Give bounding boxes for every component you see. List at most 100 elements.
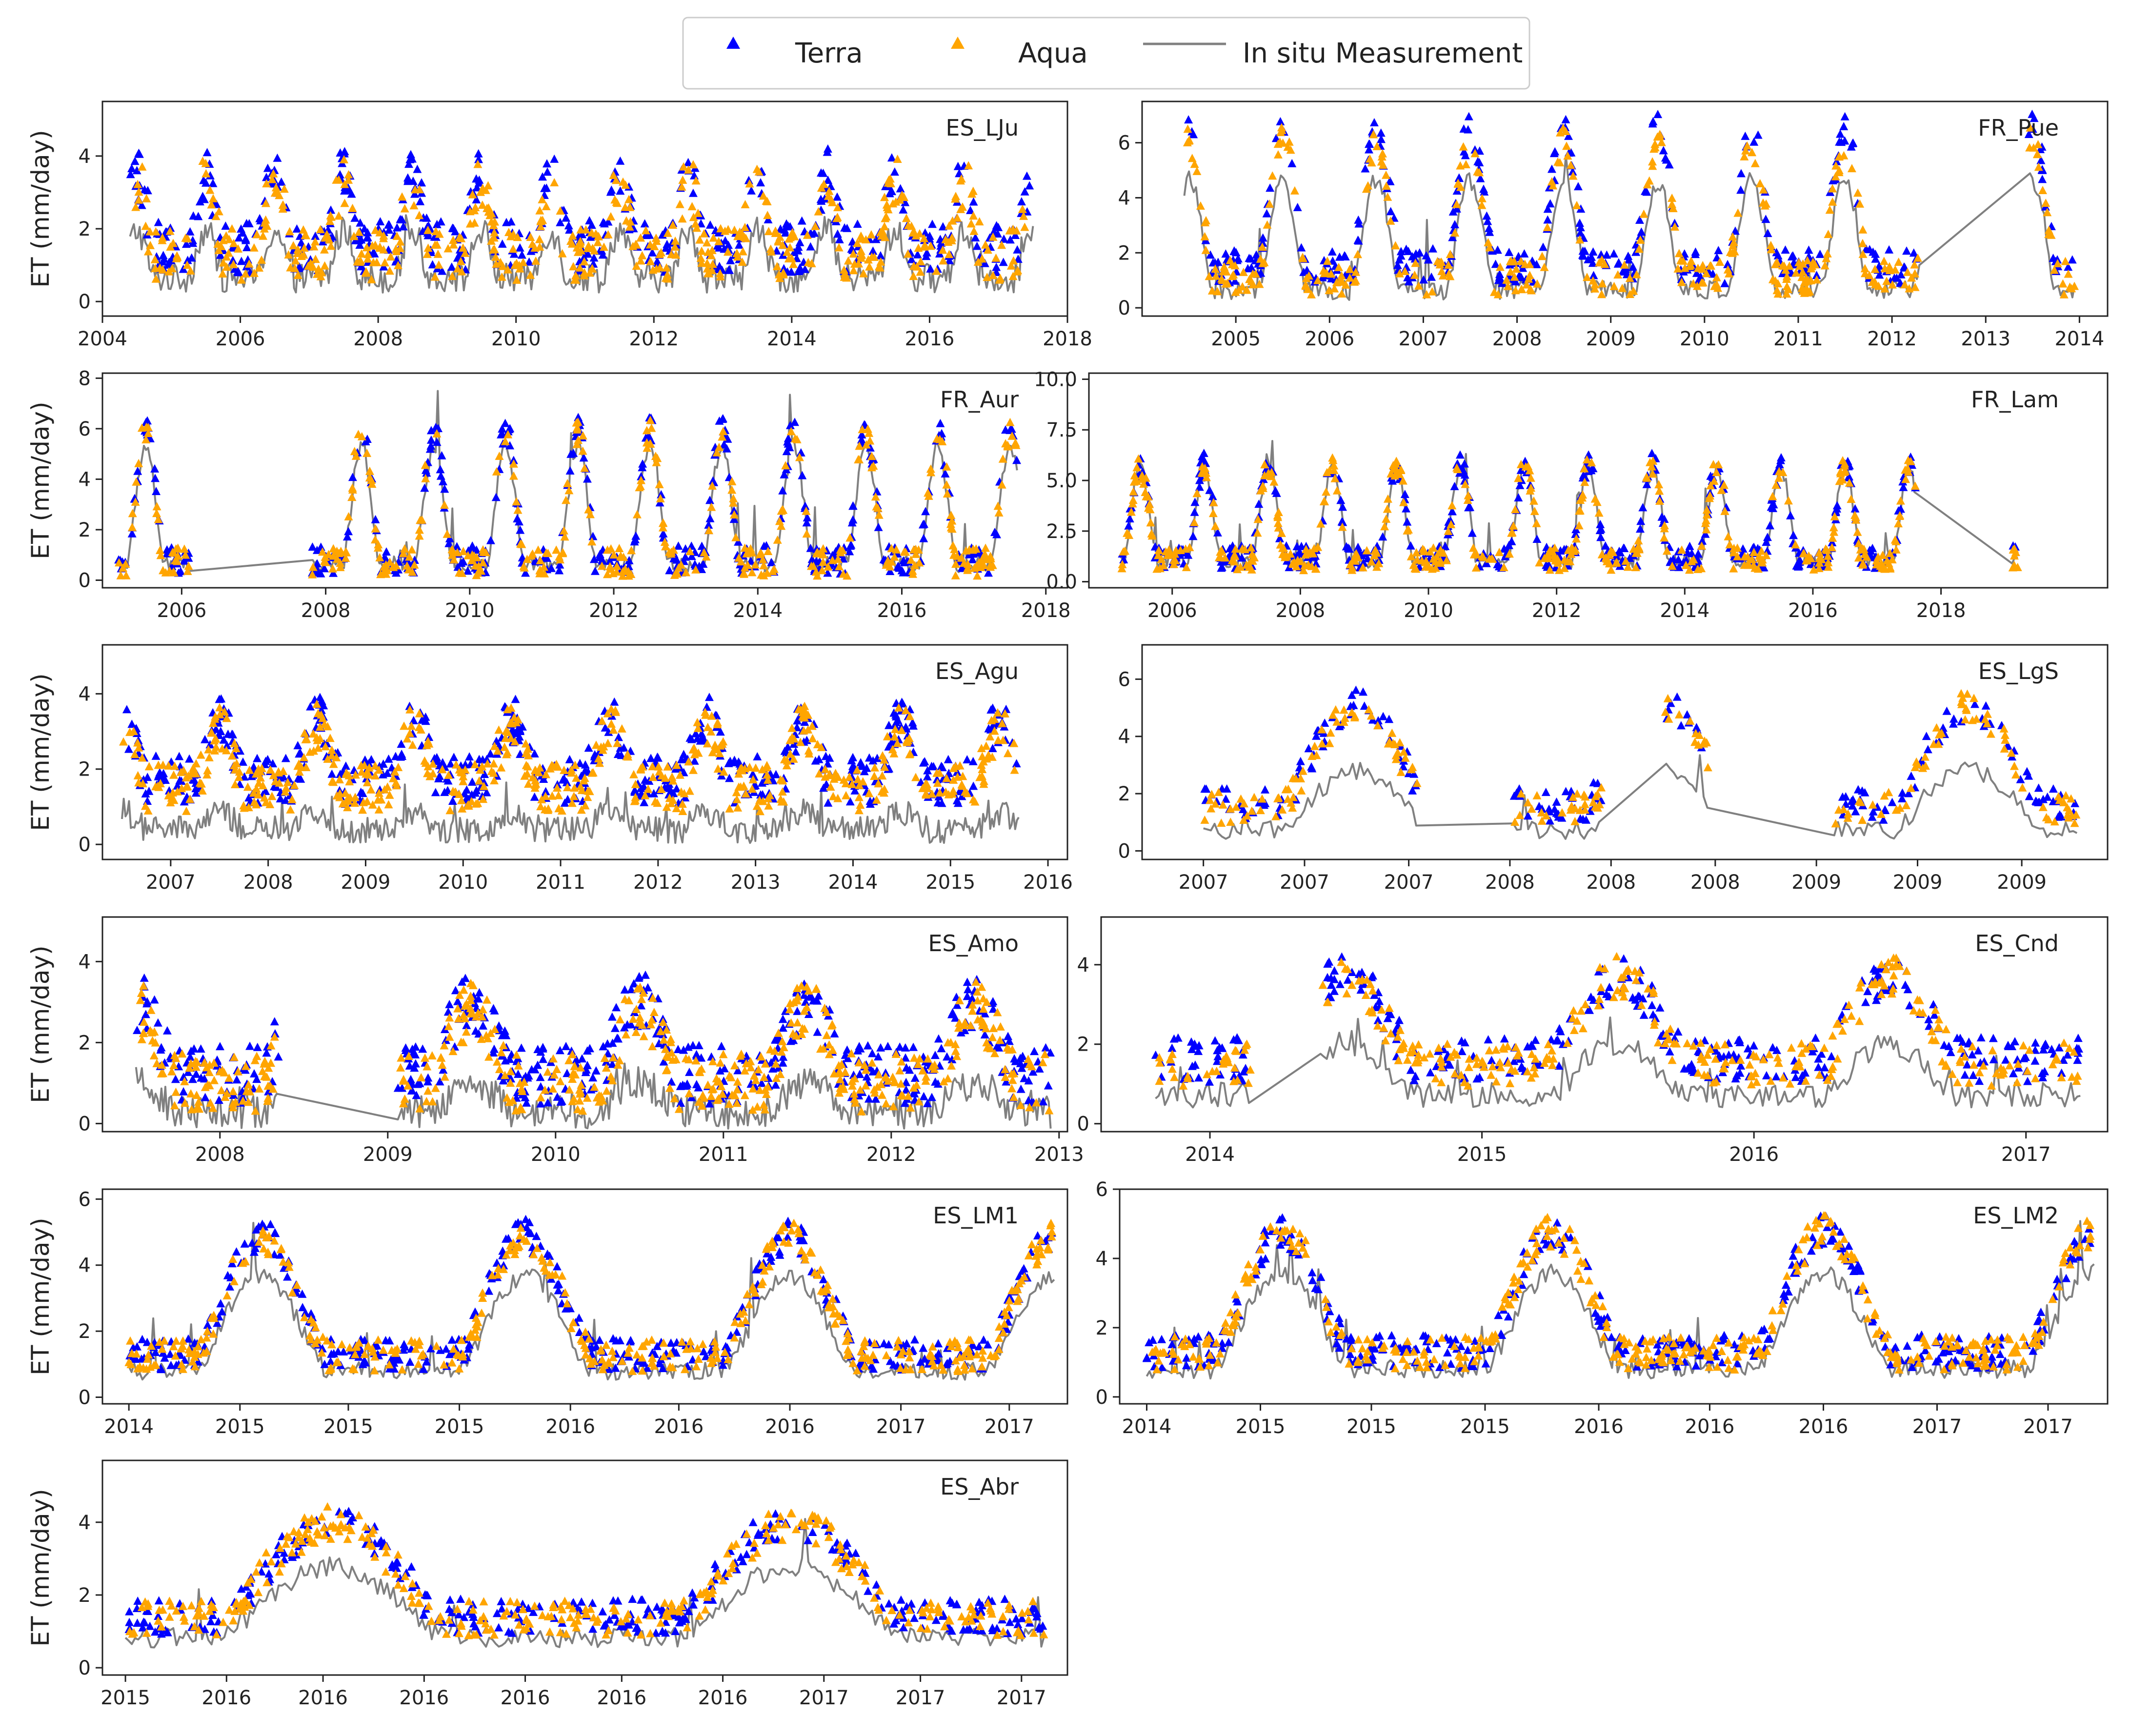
aqua-point bbox=[218, 269, 227, 278]
aqua-point bbox=[1594, 508, 1604, 517]
aqua-point bbox=[1750, 159, 1760, 167]
aqua-point bbox=[1547, 546, 1556, 555]
aqua-point bbox=[884, 205, 893, 214]
aqua-point bbox=[657, 248, 666, 257]
aqua-point bbox=[778, 240, 787, 249]
terra-point bbox=[516, 525, 525, 534]
aqua-point bbox=[671, 250, 681, 259]
aqua-point bbox=[244, 259, 254, 268]
terra-point bbox=[791, 747, 800, 756]
aqua-point bbox=[1358, 563, 1367, 572]
terra-point bbox=[511, 729, 520, 737]
aqua-point bbox=[719, 767, 728, 776]
terra-point bbox=[968, 757, 978, 765]
aqua-point bbox=[632, 261, 641, 270]
terra-point bbox=[944, 755, 953, 763]
aqua-point bbox=[920, 234, 929, 242]
terra-point bbox=[665, 566, 674, 575]
aqua-point bbox=[360, 760, 369, 769]
legend-aqua-marker bbox=[951, 37, 965, 49]
aqua-point bbox=[1274, 523, 1283, 532]
terra-point bbox=[382, 768, 392, 777]
terra-point bbox=[1539, 242, 1548, 251]
aqua-point bbox=[1211, 271, 1221, 280]
x-tick-label: 2010 bbox=[491, 328, 541, 350]
aqua-point bbox=[138, 162, 147, 171]
aqua-point bbox=[696, 253, 705, 262]
aqua-point bbox=[1880, 791, 1889, 800]
terra-point bbox=[237, 257, 246, 265]
aqua-point bbox=[351, 770, 360, 779]
terra-point bbox=[871, 235, 881, 243]
aqua-point bbox=[371, 761, 380, 770]
terra-point bbox=[1453, 459, 1462, 468]
aqua-point bbox=[1613, 270, 1623, 279]
aqua-point bbox=[1677, 278, 1686, 286]
aqua-point bbox=[1382, 170, 1390, 179]
terra-point bbox=[1888, 798, 1897, 806]
terra-point bbox=[312, 545, 322, 554]
aqua-point bbox=[1242, 560, 1251, 569]
terra-point bbox=[1899, 262, 1909, 271]
aqua-point bbox=[732, 795, 742, 803]
terra-point bbox=[872, 487, 882, 496]
aqua-point bbox=[703, 238, 711, 247]
aqua-point bbox=[1170, 549, 1180, 558]
aqua-point bbox=[167, 264, 177, 273]
aqua-point bbox=[1782, 289, 1791, 298]
y-tick-label: 2 bbox=[1118, 242, 1130, 264]
terra-point bbox=[1336, 496, 1346, 504]
terra-point bbox=[151, 751, 161, 760]
aqua-point bbox=[575, 263, 584, 272]
aqua-point bbox=[523, 744, 532, 753]
terra-point bbox=[1923, 745, 1932, 754]
aqua-point bbox=[1632, 270, 1641, 279]
aqua-point bbox=[543, 804, 553, 813]
terra-point bbox=[1012, 759, 1021, 768]
terra-point bbox=[1312, 731, 1321, 740]
terra-point bbox=[268, 759, 278, 768]
terra-point bbox=[376, 217, 385, 225]
aqua-point bbox=[300, 753, 308, 761]
aqua-point bbox=[648, 762, 657, 771]
terra-point bbox=[439, 477, 447, 485]
aqua-point bbox=[501, 437, 510, 445]
aqua-point bbox=[285, 227, 294, 236]
terra-point bbox=[356, 218, 365, 227]
aqua-point bbox=[1676, 256, 1686, 264]
aqua-point bbox=[1248, 556, 1257, 565]
terra-point bbox=[1636, 517, 1646, 525]
aqua-point bbox=[776, 775, 785, 784]
terra-point bbox=[152, 487, 161, 495]
terra-point bbox=[1685, 541, 1694, 550]
terra-point bbox=[1256, 268, 1266, 277]
terra-point bbox=[794, 242, 803, 251]
terra-point bbox=[360, 224, 369, 233]
aqua-point bbox=[1712, 273, 1721, 281]
aqua-point bbox=[327, 751, 337, 759]
aqua-point bbox=[1307, 290, 1316, 299]
aqua-point bbox=[1391, 459, 1401, 468]
terra-point bbox=[432, 219, 442, 228]
terra-point bbox=[228, 256, 238, 264]
aqua-point bbox=[2059, 290, 2069, 299]
aqua-point bbox=[405, 705, 415, 714]
terra-point bbox=[276, 794, 285, 802]
terra-point bbox=[590, 566, 600, 575]
aqua-point bbox=[661, 773, 670, 782]
y-tick-label: 4 bbox=[1118, 187, 1130, 209]
terra-point bbox=[1868, 812, 1877, 821]
terra-point bbox=[687, 541, 696, 550]
aqua-point bbox=[363, 254, 372, 263]
aqua-point bbox=[420, 756, 429, 765]
aqua-point bbox=[1182, 562, 1191, 571]
aqua-point bbox=[667, 547, 676, 556]
terra-point bbox=[1307, 764, 1317, 773]
aqua-point bbox=[560, 765, 569, 774]
aqua-point bbox=[245, 765, 254, 774]
aqua-point bbox=[1516, 459, 1526, 468]
terra-point bbox=[1450, 481, 1459, 490]
terra-point bbox=[228, 243, 237, 252]
aqua-point bbox=[876, 257, 885, 266]
aqua-point bbox=[1190, 160, 1199, 168]
